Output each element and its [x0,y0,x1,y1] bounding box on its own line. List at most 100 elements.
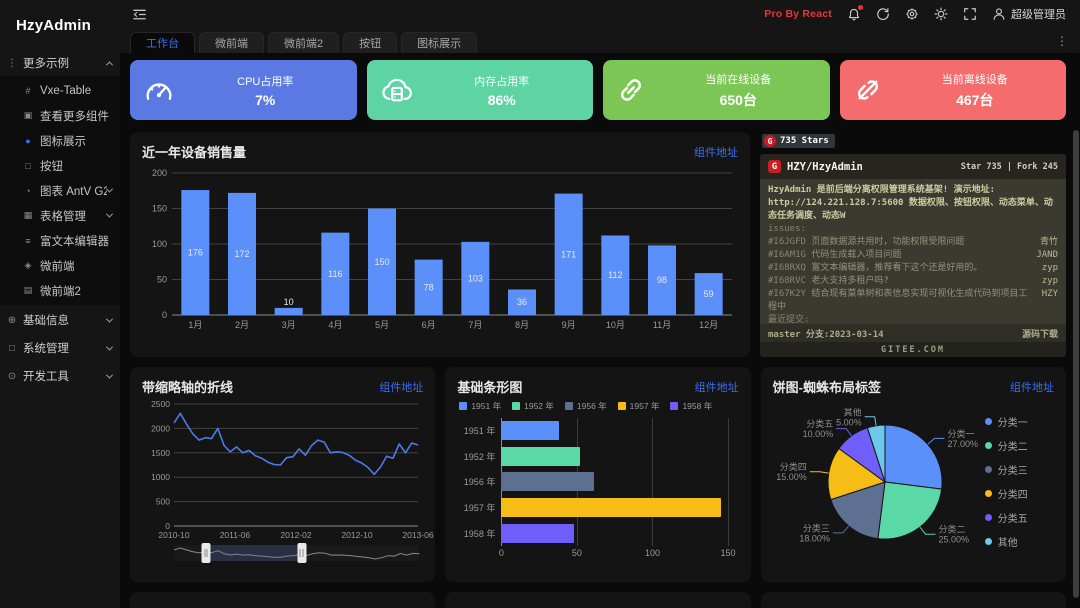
menu-fold-icon[interactable] [132,7,147,22]
username[interactable]: 超级管理员 [1011,9,1066,21]
bar-10月[interactable] [601,235,630,315]
bar-9月[interactable] [554,193,583,315]
sidebar-group-开发工具[interactable]: ⊙ 开发工具 [0,363,120,389]
bar-8月[interactable] [508,289,536,315]
legend-item-其他[interactable]: 其他 [984,534,1049,549]
gitee-download-link[interactable]: 源码下载 [1021,329,1058,340]
tab-more-icon[interactable]: ⋮ [1056,33,1068,48]
sidebar-item-表格管理[interactable]: ▦ 表格管理 [0,203,120,228]
legend-item-1958 年[interactable]: 1958 年 [670,400,712,412]
pie-slice-分类三[interactable] [829,481,886,540]
slider-handle-left[interactable] [201,543,211,563]
gitee-brand[interactable]: GITEE.COM [760,342,1066,357]
sidebar-item-图标展示[interactable]: ● 图标展示 [0,128,120,153]
bar-4月[interactable] [321,232,350,315]
legend-item-分类四[interactable]: 分类四 [984,486,1049,501]
bar-7月[interactable] [461,241,490,315]
legend-item-1957 年[interactable]: 1957 年 [617,400,659,412]
bar-2月[interactable] [228,192,256,315]
hbar-1957 年[interactable] [501,498,721,518]
gitee-issue-row[interactable]: #I6AM1G 代码生成载入项目问题 JAND [768,249,1058,262]
legend-item-分类一[interactable]: 分类一 [984,414,1049,429]
tab-工作台[interactable]: 工作台 [130,32,195,53]
tab-按钮[interactable]: 按钮 [343,32,398,53]
component-link[interactable]: 组件地址 [379,381,424,394]
legend-swatch [459,402,468,410]
sidebar-item-微前端[interactable]: ◈ 微前端 [0,253,120,278]
legend-item-分类三[interactable]: 分类三 [984,462,1049,477]
svg-text:100: 100 [152,239,167,249]
bar-3月[interactable] [274,307,303,315]
sidebar-item-Vxe-Table[interactable]: # Vxe-Table [0,78,120,103]
gitee-stars-badge[interactable]: G 735 Stars [762,134,835,148]
sidebar-group-label: 更多示例 [23,58,69,70]
sidebar-item-微前端2[interactable]: ▤ 微前端2 [0,278,120,303]
tab-微前端2[interactable]: 微前端2 [268,32,340,53]
sidebar-item-图表 AntV G2[interactable]: ◔ 图表 AntV G2 [0,178,120,203]
legend-label: 1951 年 [471,401,502,411]
stat-card-内存占用率[interactable]: 内存占用率 86% [366,60,593,120]
svg-text:11月: 11月 [653,320,671,330]
bar-5月[interactable] [368,208,396,316]
page-scrollbar[interactable] [1073,130,1079,598]
refresh-icon[interactable] [876,7,890,21]
pie-slice-其他[interactable] [866,424,886,483]
slider-window[interactable] [205,545,302,561]
sidebar-group-系统管理[interactable]: □ 系统管理 [0,335,120,361]
pie-slice-分类一[interactable] [884,424,943,490]
sidebar-item-label: 按钮 [40,160,63,173]
pro-badge[interactable]: Pro By React [764,8,832,20]
bar-6月[interactable] [414,259,443,315]
svg-text:0: 0 [165,521,170,531]
svg-text:3月: 3月 [282,320,296,330]
legend-item-1952 年[interactable]: 1952 年 [512,400,554,412]
sidebar-item-查看更多组件[interactable]: ▣ 查看更多组件 [0,103,120,128]
gitee-issue-row[interactable]: #I68RXQ 富文本编辑器，推荐看下这个还是好用的。 zyp [768,262,1058,275]
legend-item-1956 年[interactable]: 1956 年 [564,400,607,412]
gear-icon[interactable] [905,7,919,21]
gitee-issue-row[interactable]: #I67K2Y 结合现有菜单树和表信息实现可视化生成代码到项目工程中 HZY [768,288,1058,314]
slider-handle-right[interactable] [297,543,307,563]
app-logo[interactable]: HzyAdmin [16,17,91,34]
component-link[interactable]: 组件地址 [694,146,738,159]
tab-图标展示[interactable]: 图标展示 [401,32,478,53]
gitee-issue-row[interactable]: #I6JGFD 页面数据源共用时，功能权限受限问题 青竹 [768,236,1058,249]
sidebar-item-按钮[interactable]: □ 按钮 [0,153,120,178]
legend-item-分类二[interactable]: 分类二 [984,438,1049,453]
legend-item-分类五[interactable]: 分类五 [984,510,1049,525]
bar-1月[interactable] [181,190,210,315]
bar-11月[interactable] [648,245,676,315]
component-link[interactable]: 组件地址 [694,381,739,394]
stat-card-当前离线设备[interactable]: 当前离线设备 467台 [839,60,1066,120]
pie-slice-分类二[interactable] [876,481,942,540]
sidebar-group-基础信息[interactable]: ⊕ 基础信息 [0,307,120,333]
tab-微前端[interactable]: 微前端 [199,32,264,53]
svg-text:9月: 9月 [562,320,576,330]
legend-dot [984,489,992,497]
hbar-1951 年[interactable] [501,421,559,441]
user-icon[interactable] [992,7,1006,21]
gitee-issue-row[interactable]: #I68RVC 老大支持多租户吗? zyp [768,275,1058,288]
svg-text:500: 500 [156,497,170,507]
sidebar-item-富文本编辑器[interactable]: ≡ 富文本编辑器 [0,228,120,253]
pie-slice-分类四[interactable] [827,447,886,501]
hbar-1956 年[interactable] [501,472,594,492]
svg-text:36: 36 [517,297,527,307]
bell-icon[interactable] [847,4,863,22]
svg-text:0: 0 [162,310,167,320]
hbar-1952 年[interactable] [501,446,580,466]
svg-text:2010-10: 2010-10 [158,530,189,540]
legend-item-1951 年[interactable]: 1951 年 [459,400,501,412]
stat-card-当前在线设备[interactable]: 当前在线设备 650台 [603,60,830,120]
gitee-repo-name[interactable]: HZY/HzyAdmin [787,160,863,173]
panel-hbar-chart: 基础条形图 组件地址 1951 年 1952 年 1956 年 1957 年 1958 … [445,367,751,582]
fullscreen-icon[interactable] [963,7,977,21]
hbar-1958 年[interactable] [501,523,574,543]
legend-dot [984,465,992,473]
theme-sun-icon[interactable] [934,7,948,21]
stat-card-CPU占用率[interactable]: CPU占用率 7% [130,60,357,120]
chart-slider[interactable] [173,543,420,563]
sidebar-group-更多示例[interactable]: ⋮ 更多示例 [0,50,120,76]
component-link[interactable]: 组件地址 [1009,381,1054,394]
bar-12月[interactable] [694,273,723,315]
